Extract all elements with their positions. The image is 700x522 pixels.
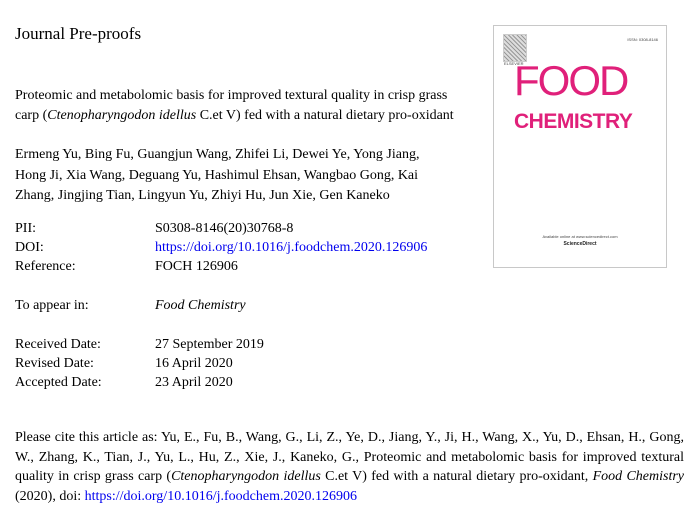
journal-name: Food Chemistry <box>592 469 685 484</box>
reference-value: FOCH 126906 <box>155 259 238 274</box>
article-title-line: Proteomic and metabolomic basis for impr… <box>15 88 448 103</box>
received-label: Received Date: <box>15 337 101 352</box>
species-name: Ctenopharyngodon idellus <box>47 107 197 123</box>
publisher-text: ELSEVIER <box>504 61 524 66</box>
available-online-text: Available online at www.sciencedirect.co… <box>542 234 618 239</box>
doi-label: DOI: <box>15 240 44 255</box>
authors-line: Zhang, Jingjing Tian, Lingyun Yu, Zhiyi … <box>15 188 390 203</box>
cover-chemistry-title: CHEMISTRY <box>514 110 633 133</box>
text: C.et V) fed with a natural dietary pro-o… <box>196 107 454 123</box>
citation-paragraph: Please cite this article as: Yu, E., Fu,… <box>15 428 684 506</box>
authors-line: Hong Ji, Xia Wang, Deguang Yu, Hashimul … <box>15 167 419 183</box>
text: C.et V) fed with a natural dietary pro-o… <box>320 469 593 484</box>
authors-line: Ermeng Yu, Bing Fu, Guangjun Wang, Zhife… <box>15 147 420 162</box>
journal-cover-image: ELSEVIER ISSN: 0308-8146 FOOD CHEMISTRY … <box>493 25 667 268</box>
pii-value: S0308-8146(20)30768-8 <box>155 221 294 236</box>
text: (2020), doi: <box>15 488 85 504</box>
to-appear-label: To appear in: <box>15 298 89 313</box>
cover-food-title: FOOD <box>514 57 629 104</box>
to-appear-value: Food Chemistry <box>155 298 246 313</box>
accepted-label: Accepted Date: <box>15 375 102 390</box>
revised-label: Revised Date: <box>15 356 94 371</box>
text: Please cite this article as: Yu, E., Fu,… <box>15 430 684 484</box>
revised-value: 16 April 2020 <box>155 356 233 371</box>
species-name: Ctenopharyngodon idellus <box>171 469 321 484</box>
text: carp ( <box>15 107 48 123</box>
pii-label: PII: <box>15 221 36 236</box>
doi-link[interactable]: https://doi.org/10.1016/j.foodchem.2020.… <box>155 240 428 255</box>
authors: Ermeng Yu, Bing Fu, Guangjun Wang, Zhife… <box>15 145 419 207</box>
citation-doi-link[interactable]: https://doi.org/10.1016/j.foodchem.2020.… <box>84 488 357 504</box>
accepted-value: 23 April 2020 <box>155 375 233 390</box>
article-title-line: carp (Ctenopharyngodon idellus C.et V) f… <box>15 106 454 126</box>
journal-pre-proofs-heading: Journal Pre-proofs <box>15 24 142 43</box>
received-value: 27 September 2019 <box>155 337 264 352</box>
issn-text: ISSN: 0308-8146 <box>627 37 658 42</box>
sciencedirect-text: ScienceDirect <box>563 241 597 247</box>
reference-label: Reference: <box>15 259 76 274</box>
article-title: Proteomic and metabolomic basis for impr… <box>15 86 454 125</box>
elsevier-logo <box>503 34 527 62</box>
